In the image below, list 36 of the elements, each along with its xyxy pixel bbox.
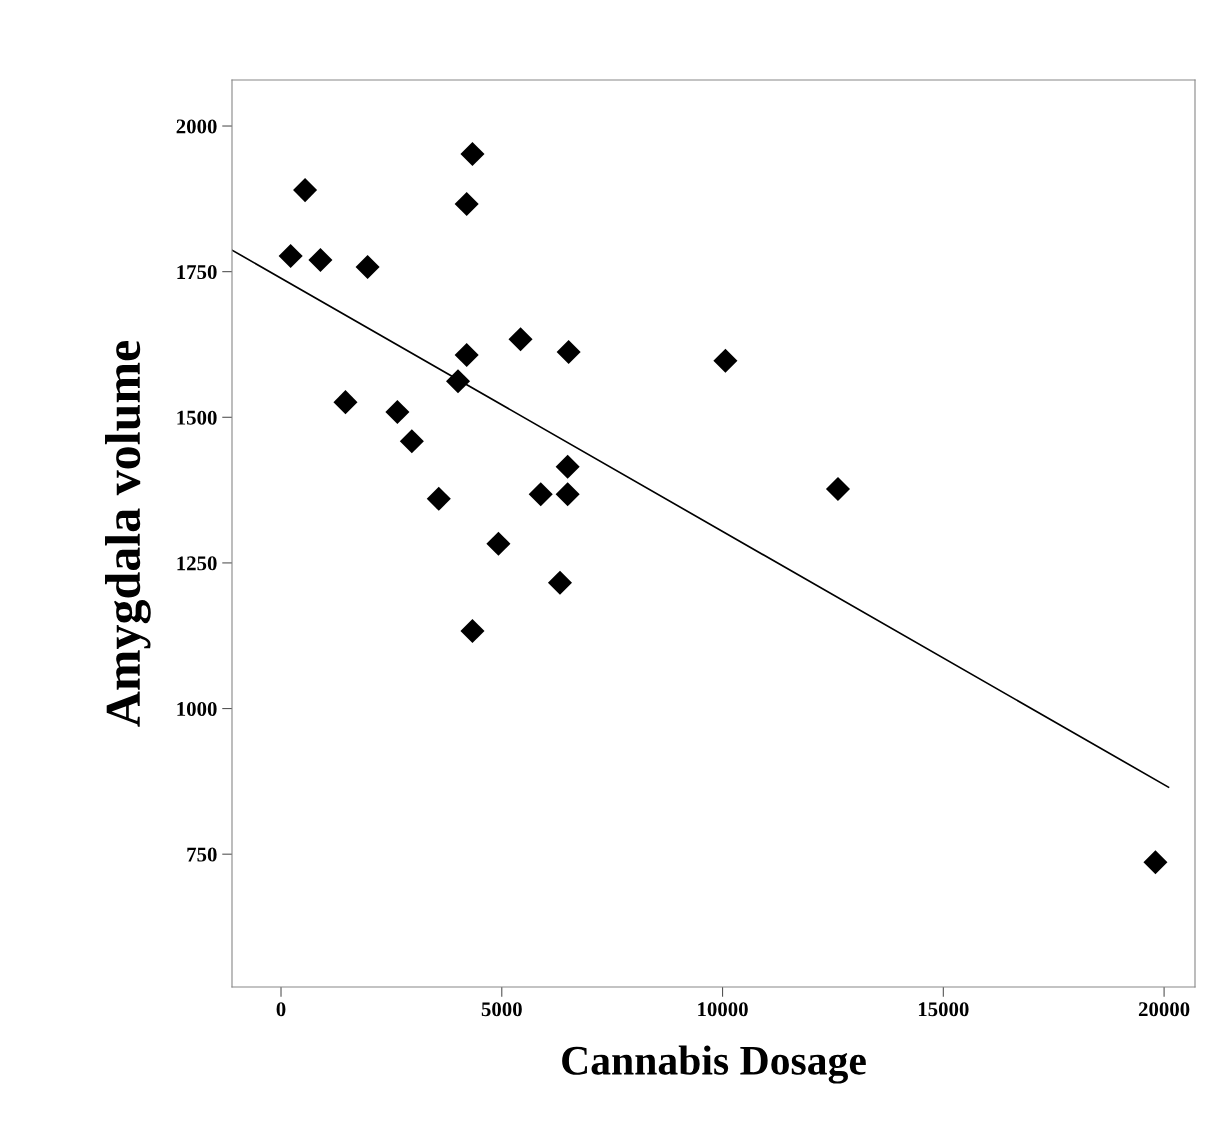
y-tick-label: 750 xyxy=(187,847,217,862)
point xyxy=(547,570,572,595)
point xyxy=(555,482,580,507)
y-tick-label: 1000 xyxy=(177,701,217,716)
y-tick-label: 1250 xyxy=(177,556,217,571)
point xyxy=(278,243,303,268)
point xyxy=(555,454,580,479)
point xyxy=(528,482,553,507)
point xyxy=(454,342,479,367)
point xyxy=(426,486,451,511)
y-tick-label: 1750 xyxy=(177,265,217,280)
x-tick-label: 15000 xyxy=(918,1002,969,1017)
point xyxy=(385,400,410,425)
point xyxy=(355,254,380,280)
point xyxy=(713,348,738,373)
point xyxy=(446,369,471,394)
y-tick-label: 1500 xyxy=(177,410,217,425)
point xyxy=(308,247,333,273)
point xyxy=(333,390,358,415)
point xyxy=(460,141,485,167)
x-tick-label: 5000 xyxy=(481,1002,522,1017)
point xyxy=(508,327,533,352)
point xyxy=(460,619,485,644)
point xyxy=(486,531,511,556)
point xyxy=(399,429,424,454)
x-tick-label: 20000 xyxy=(1138,1002,1190,1017)
point xyxy=(825,476,850,501)
y-tick-label: 2000 xyxy=(176,119,217,134)
y-axis-title: Amygdala volume xyxy=(105,341,151,727)
x-tick-label: 10000 xyxy=(698,1002,748,1017)
point xyxy=(1143,850,1168,875)
x-axis-title: Cannabis Dosage xyxy=(562,1045,866,1084)
x-tick-label: 0 xyxy=(276,1002,286,1017)
point xyxy=(556,340,581,365)
point xyxy=(454,192,479,217)
point xyxy=(293,178,318,203)
